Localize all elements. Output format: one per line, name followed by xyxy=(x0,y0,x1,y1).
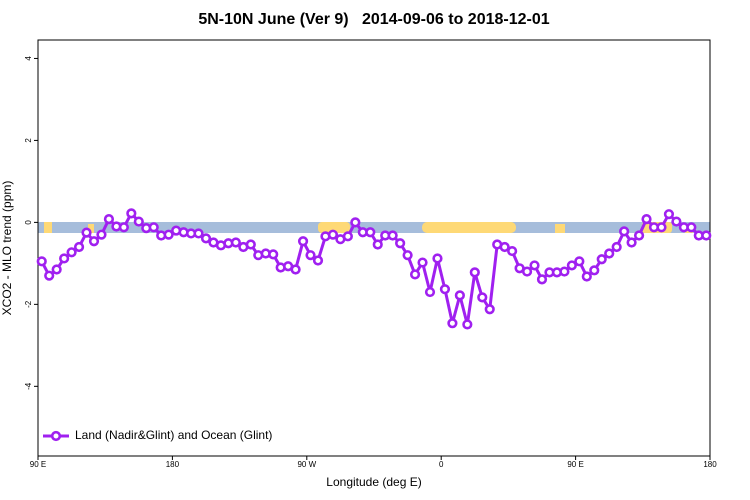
data-point xyxy=(312,255,324,266)
data-point xyxy=(611,241,622,253)
data-point xyxy=(439,284,451,295)
data-point xyxy=(305,250,316,261)
data-point xyxy=(581,271,592,282)
data-point xyxy=(81,227,92,238)
chart-title: 5N-10N June (Ver 9) 2014-09-06 to 2018-1… xyxy=(198,11,549,28)
data-point xyxy=(44,270,55,281)
legend-text: Land (Nadir&Glint) and Ocean (Glint) xyxy=(75,428,272,442)
data-point xyxy=(462,319,473,330)
series xyxy=(36,208,712,330)
data-point xyxy=(566,260,577,271)
data-point xyxy=(521,266,533,277)
data-point xyxy=(447,318,458,329)
data-point xyxy=(499,241,510,253)
data-point xyxy=(641,214,652,225)
data-point xyxy=(200,233,212,244)
data-point xyxy=(633,230,645,241)
data-point xyxy=(51,264,62,275)
plot-frame xyxy=(37,39,711,457)
x-tick-label: 90 E xyxy=(30,460,46,469)
data-point xyxy=(477,292,488,303)
x-axis-label: Longitude (deg E) xyxy=(326,475,421,489)
data-point xyxy=(148,222,159,233)
data-point xyxy=(529,260,540,271)
data-point xyxy=(671,216,682,227)
land-patch xyxy=(88,224,94,233)
data-point xyxy=(350,217,361,228)
data-point xyxy=(36,256,47,267)
x-tick-label: 180 xyxy=(703,460,717,469)
data-point xyxy=(507,245,518,257)
data-point xyxy=(193,228,204,239)
data-point xyxy=(701,230,712,241)
x-tick-label: 90 W xyxy=(297,460,316,469)
data-point xyxy=(387,230,398,241)
data-point xyxy=(574,256,585,267)
data-point xyxy=(297,236,309,247)
data-point xyxy=(663,209,675,220)
ocean-band xyxy=(38,222,710,233)
data-point xyxy=(589,265,600,276)
land-patch xyxy=(44,222,52,233)
data-point xyxy=(559,266,570,277)
data-point xyxy=(88,236,100,247)
land-patch xyxy=(555,224,565,233)
data-point xyxy=(372,239,383,250)
data-point xyxy=(66,247,77,258)
y-tick-label: -4 xyxy=(24,382,33,390)
data-point xyxy=(454,290,465,301)
land-patch xyxy=(318,222,350,233)
data-point xyxy=(290,264,301,275)
y-tick-label: 2 xyxy=(24,138,33,143)
data-point xyxy=(126,208,137,219)
x-tick-label: 90 E xyxy=(567,460,583,469)
data-point xyxy=(596,254,607,265)
data-point xyxy=(409,269,421,280)
y-tick-label: -2 xyxy=(24,300,33,308)
data-point xyxy=(417,257,428,268)
data-point xyxy=(432,253,443,264)
data-point xyxy=(365,227,376,238)
data-point xyxy=(395,238,406,249)
land-patch xyxy=(422,222,516,233)
x-tick-label: 180 xyxy=(166,460,180,469)
y-axis-label: XCO2 - MLO trend (ppm) xyxy=(0,181,14,316)
data-point xyxy=(604,248,615,259)
y-tick-label: 4 xyxy=(24,56,33,61)
data-point xyxy=(402,250,413,261)
data-point xyxy=(626,237,637,248)
data-point xyxy=(59,253,70,264)
data-point xyxy=(245,239,256,250)
data-point xyxy=(327,229,339,240)
data-point xyxy=(536,274,548,285)
data-point xyxy=(268,249,279,260)
data-point xyxy=(230,237,241,248)
data-point xyxy=(118,222,129,233)
data-point xyxy=(342,231,353,242)
data-point xyxy=(424,286,436,298)
data-point xyxy=(686,222,697,233)
data-point xyxy=(469,267,480,278)
legend-marker xyxy=(50,430,62,442)
data-point xyxy=(619,226,630,237)
data-point xyxy=(133,216,144,227)
data-point xyxy=(484,304,495,315)
data-point xyxy=(96,229,107,240)
y-tick-label: 0 xyxy=(24,220,33,225)
data-point xyxy=(163,229,174,240)
x-tick-label: 0 xyxy=(439,460,444,469)
data-point xyxy=(73,241,85,253)
data-point xyxy=(656,222,667,233)
data-point xyxy=(103,214,115,225)
